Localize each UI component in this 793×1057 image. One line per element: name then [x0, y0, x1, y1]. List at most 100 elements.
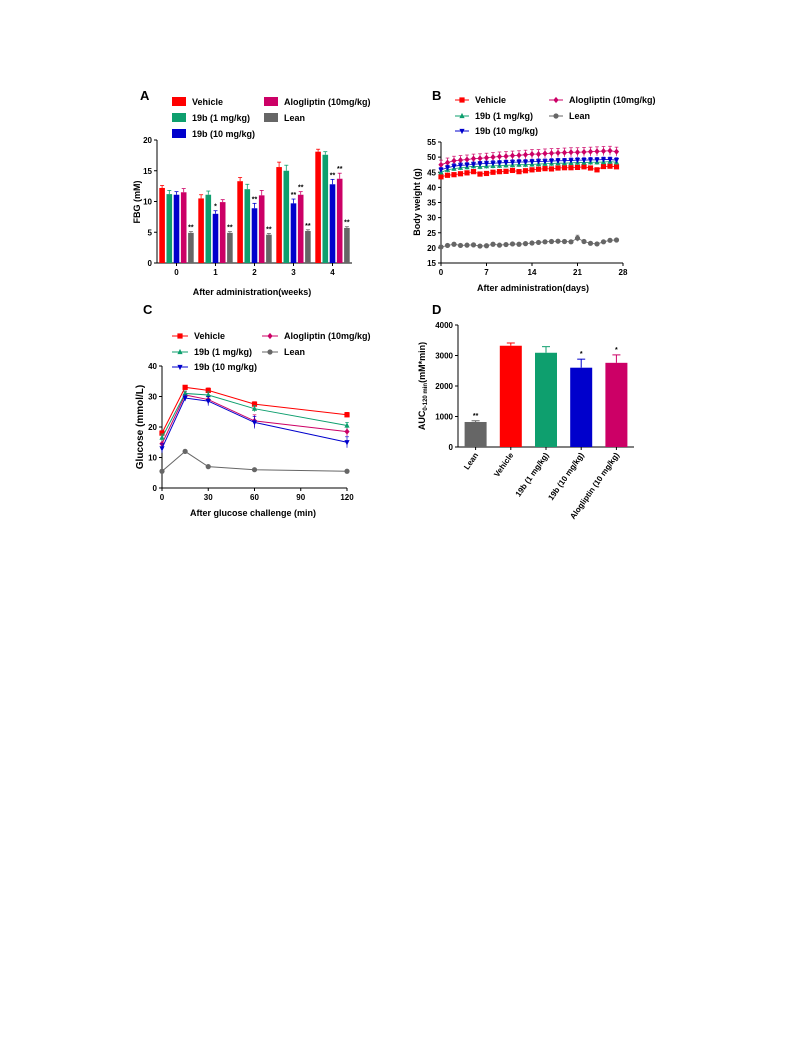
- panel-b-point-alogliptin-10mg-kg: [451, 157, 457, 164]
- panel-b-legend-marker-19b-10-mg-kg: [459, 128, 465, 135]
- panel-b-point-vehicle: [587, 165, 594, 171]
- panel-a-label: A: [140, 88, 150, 103]
- panel-a-legend-label-lean: Lean: [284, 113, 305, 123]
- panel-a-legend-label-19b-1-mg-kg: 19b (1 mg/kg): [192, 113, 250, 123]
- panel-c-point-vehicle: [344, 412, 350, 418]
- panel-b-point-vehicle: [483, 170, 490, 177]
- panel-c-point-vehicle: [159, 430, 165, 436]
- panel-a-bar-vehicle: [276, 167, 282, 263]
- panel-d-ylabel: AUC0-120 min(mM*min): [417, 342, 429, 430]
- panel-a-legend-swatch-19b-10-mg-kg: [172, 129, 186, 138]
- panel-b-point-19b-10-mg-kg: [490, 161, 496, 167]
- panel-b-point-19b-10-mg-kg: [607, 157, 613, 163]
- panel-c-legend-label-19b-10-mg-kg: 19b (10 mg/kg): [194, 362, 257, 372]
- panel-c-point-19b-10-mg-kg: [182, 395, 188, 402]
- panel-c-legend-label-vehicle: Vehicle: [194, 331, 225, 341]
- panel-c-legend-marker-19b-10-mg-kg: [177, 364, 183, 371]
- panel-b-point-lean: [483, 243, 490, 249]
- panel-a-legend-label-vehicle: Vehicle: [192, 97, 223, 107]
- panel-b-line-19b-1-mg-kg: [440, 161, 617, 173]
- panel-d-y-tick-label: 2000: [435, 382, 453, 391]
- panel-a-bar-lean: [305, 231, 311, 263]
- panel-a-bar-alogliptin-10mg-kg: [219, 202, 226, 263]
- panel-b-point-vehicle: [490, 169, 496, 175]
- panel-d-bar-19b-1-mg-kg: [535, 352, 557, 447]
- panel-b-point-lean: [561, 238, 568, 245]
- panel-c-legend-marker-vehicle: [177, 333, 183, 339]
- panel-b-point-lean: [444, 242, 451, 249]
- panel-b-xlabel: After administration(days): [477, 283, 589, 293]
- panel-c-y-tick-label: 10: [148, 454, 157, 463]
- panel-b-point-alogliptin-10mg-kg: [568, 149, 574, 156]
- panel-b-legend-label-19b-10-mg-kg: 19b (10 mg/kg): [475, 126, 538, 136]
- panel-b-plot: 15 20 25 30 35 40 45 50 55 0 7 14 21 28: [427, 138, 628, 277]
- panel-b-x-tick-label: 21: [573, 268, 582, 277]
- panel-a-y-tick-label: 5: [148, 228, 153, 237]
- panel-a-x-tick-label: 1: [213, 268, 218, 277]
- panel-b-point-vehicle: [522, 168, 529, 174]
- panel-b-point-alogliptin-10mg-kg: [444, 159, 451, 166]
- panel-a-significance: **: [252, 196, 258, 203]
- panel-d-y-tick-label: 3000: [435, 352, 453, 361]
- panel-d-label: D: [432, 302, 441, 317]
- panel-a-legend: Vehicle 19b (1 mg/kg) 19b (10 mg/kg) Alogli…: [172, 97, 371, 139]
- panel-c-y-tick-label: 30: [148, 393, 157, 402]
- panel-a-bar-lean: [344, 227, 350, 263]
- panel-a-significance: **: [227, 225, 233, 232]
- panel-b-point-19b-10-mg-kg: [594, 157, 600, 163]
- panel-b-point-alogliptin-10mg-kg: [548, 150, 555, 157]
- panel-c-ylabel: Glucose (mmol/L): [135, 385, 146, 469]
- panel-b-point-alogliptin-10mg-kg: [587, 148, 594, 155]
- panel-c-point-lean: [205, 464, 211, 470]
- panel-b-point-19b-10-mg-kg: [483, 161, 490, 167]
- panel-b-point-19b-10-mg-kg: [470, 162, 477, 168]
- panel-b-point-19b-10-mg-kg: [581, 158, 587, 164]
- panel-b-point-vehicle: [613, 164, 620, 170]
- panel-d-x-tick-label: Lean: [462, 451, 480, 472]
- panel-b-point-alogliptin-10mg-kg: [503, 153, 509, 160]
- panel-d-significance: **: [473, 413, 479, 420]
- panel-a-bar-19b-10-mg-kg: [329, 184, 336, 263]
- panel-b-point-vehicle: [464, 170, 470, 176]
- panel-a-ylabel: FBG (mM): [132, 181, 142, 224]
- panel-d-y-tick-label: 4000: [435, 321, 453, 330]
- panel-a-bar-19b-1-mg-kg: [244, 189, 251, 263]
- panel-a-significance: **: [266, 226, 272, 233]
- panel-b-point-lean: [503, 241, 509, 248]
- panel-c-point-19b-1-mg-kg: [344, 422, 350, 428]
- panel-a-significance: **: [188, 225, 194, 232]
- panel-b-point-lean: [496, 242, 503, 248]
- panel-c-point-19b-1-mg-kg: [182, 390, 188, 396]
- panel-b-point-vehicle: [477, 171, 483, 177]
- panel-b-point-alogliptin-10mg-kg: [438, 161, 444, 168]
- panel-b-point-vehicle: [574, 164, 581, 171]
- panel-b-legend-marker-lean: [553, 113, 559, 119]
- panel-b-point-lean: [470, 242, 477, 248]
- panel-b-point-19b-10-mg-kg: [457, 163, 464, 169]
- panel-b-legend-label-alogliptin-10mg-kg: Alogliptin (10mg/kg): [569, 95, 656, 105]
- panel-c-x-tick-label: 0: [160, 493, 165, 502]
- panel-b-point-lean: [457, 242, 464, 249]
- panel-a-bar-alogliptin-10mg-kg: [258, 195, 265, 263]
- panel-a-bar-19b-1-mg-kg: [283, 170, 290, 263]
- panel-c-y-tick-label: 20: [148, 423, 157, 432]
- panel-b-point-lean: [613, 237, 620, 243]
- panel-d-significance: *: [580, 351, 583, 358]
- panel-b-point-alogliptin-10mg-kg: [464, 156, 470, 163]
- panel-d-x-tick-label: 19b (1 mg/kg): [514, 451, 551, 499]
- panel-b-point-lean: [542, 239, 548, 245]
- panel-b-point-vehicle: [607, 163, 613, 169]
- panel-b-point-19b-10-mg-kg: [529, 159, 535, 165]
- panel-c-legend-marker-19b-1-mg-kg: [177, 348, 183, 355]
- panel-a-y-tick-label: 10: [143, 198, 152, 207]
- panel-b-point-lean: [548, 238, 555, 245]
- panel-a-legend-label-alogliptin-10mg-kg: Alogliptin (10mg/kg): [284, 97, 371, 107]
- panel-b-point-alogliptin-10mg-kg: [516, 152, 522, 159]
- panel-c-point-alogliptin-10mg-kg: [344, 428, 350, 435]
- panel-a-y-tick-label: 0: [148, 259, 153, 268]
- panel-c-point-lean: [159, 468, 165, 474]
- panel-b-y-tick-label: 20: [427, 244, 436, 253]
- panel-b-y-tick-label: 25: [427, 229, 436, 238]
- panel-a-legend-label-19b-10-mg-kg: 19b (10 mg/kg): [192, 129, 255, 139]
